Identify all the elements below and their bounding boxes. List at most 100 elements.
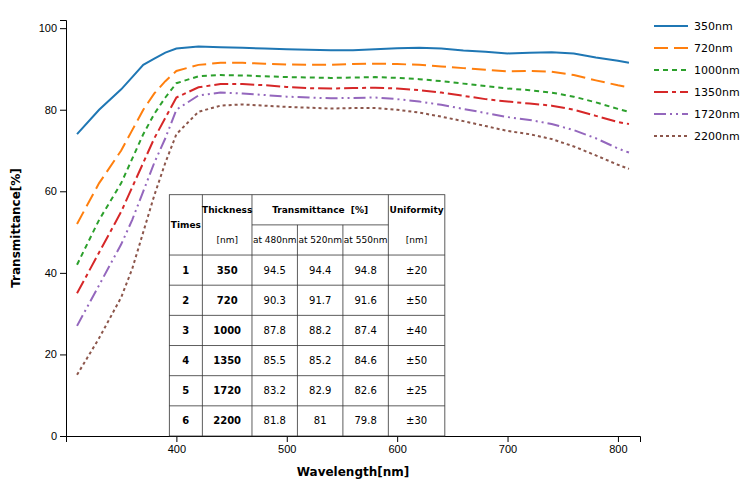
table-subheader: [nm] — [216, 235, 238, 245]
table-cell: ±40 — [406, 325, 427, 336]
table-border — [251, 195, 252, 436]
table-header: Transmittance [%] — [272, 205, 368, 215]
y-tick: 60 — [45, 185, 66, 197]
table-cell: 4 — [182, 355, 189, 366]
table-cell: 1720 — [213, 385, 241, 396]
table-cell: ±25 — [406, 385, 427, 396]
x-tick-mark — [618, 436, 619, 442]
table-cell: 87.4 — [354, 325, 376, 336]
y-tick-label: 60 — [45, 185, 57, 197]
y-tick-mark — [60, 191, 66, 192]
table-border — [202, 195, 203, 436]
series-line — [77, 47, 629, 135]
x-tick: 500 — [278, 436, 296, 455]
table-cell: 81.8 — [264, 415, 286, 426]
table-border — [169, 285, 445, 286]
table: TimesThicknessTransmittance [%]Uniformit… — [169, 195, 445, 436]
table-cell: 2200 — [213, 415, 241, 426]
x-tick-mark — [176, 436, 177, 442]
y-tick: 20 — [45, 348, 66, 360]
y-tick: 0 — [51, 430, 66, 442]
y-tick: 40 — [45, 267, 66, 279]
x-tick-label: 400 — [168, 443, 186, 455]
table-cell: 720 — [217, 295, 238, 306]
legend-swatch — [654, 25, 688, 27]
y-tick-mark — [60, 28, 66, 29]
table-cell: 90.3 — [264, 295, 286, 306]
legend-label: 2200nm — [694, 130, 740, 143]
table-border — [169, 345, 445, 346]
table-cell: 1 — [182, 265, 189, 276]
legend-swatch — [654, 69, 688, 71]
y-tick-label: 20 — [45, 348, 57, 360]
y-tick-label: 100 — [39, 22, 57, 34]
x-axis-line — [67, 437, 641, 443]
table-cell: 79.8 — [354, 415, 376, 426]
table-subheader: at 480nm — [253, 235, 297, 245]
table-cell: 94.8 — [354, 265, 376, 276]
table-cell: 85.5 — [264, 355, 286, 366]
y-tick-mark — [60, 436, 66, 437]
x-tick-label: 600 — [388, 443, 406, 455]
y-tick-mark — [60, 354, 66, 355]
table-cell: 94.5 — [264, 265, 286, 276]
table-cell: ±20 — [406, 265, 427, 276]
table-cell: 85.2 — [309, 355, 331, 366]
table-cell: 5 — [182, 385, 189, 396]
table-cell: ±50 — [406, 355, 427, 366]
table-border — [169, 405, 445, 406]
y-tick: 80 — [45, 104, 66, 116]
y-tick-mark — [60, 110, 66, 111]
table-cell: 94.4 — [309, 265, 331, 276]
table-border — [342, 225, 343, 436]
legend-item: 720nm — [654, 42, 733, 55]
x-tick: 400 — [168, 436, 186, 455]
legend-item: 1000nm — [654, 64, 740, 77]
y-axis: 0 20 40 60 80 100 — [39, 21, 67, 443]
table-border — [252, 224, 388, 225]
legend-item: 350nm — [654, 20, 733, 33]
x-axis-title: Wavelength[nm] — [297, 465, 410, 479]
table-border — [169, 375, 445, 376]
x-axis: 400500600700800 — [67, 436, 641, 455]
table-cell: 2 — [182, 295, 189, 306]
table-background — [169, 195, 445, 436]
table-border — [388, 195, 389, 436]
legend-label: 1720nm — [694, 108, 740, 121]
table-cell: 1000 — [213, 325, 241, 336]
x-tick: 800 — [609, 436, 627, 455]
legend-swatch — [654, 47, 688, 49]
table-border — [297, 225, 298, 436]
legend-item: 1350nm — [654, 86, 740, 99]
table-cell: 84.6 — [354, 355, 376, 366]
legend-label: 1350nm — [694, 86, 740, 99]
legend-label: 350nm — [694, 20, 733, 33]
table-subheader: at 520nm — [298, 235, 342, 245]
table-cell: 87.8 — [264, 325, 286, 336]
table-cell: 82.6 — [354, 385, 376, 396]
x-tick-label: 800 — [609, 443, 627, 455]
legend-swatch — [654, 113, 688, 115]
series-line — [77, 75, 629, 265]
plot: 400500600700800020406080100Wavelength[nm… — [9, 20, 740, 479]
x-tick-mark — [397, 436, 398, 442]
legend-label: 720nm — [694, 42, 733, 55]
table-cell: 82.9 — [309, 385, 331, 396]
y-tick-label: 40 — [45, 267, 57, 279]
table-header: Uniformity — [390, 205, 444, 215]
table-border — [169, 255, 445, 256]
legend-item: 1720nm — [654, 108, 740, 121]
legend: 350nm 720nm 1000nm 1350nm 1720nm 2200nm — [654, 20, 740, 143]
x-tick-mark — [287, 436, 288, 442]
table-cell: 3 — [182, 325, 189, 336]
legend-swatch — [654, 91, 688, 93]
table-cell: 6 — [182, 415, 189, 426]
x-tick-mark — [508, 436, 509, 442]
table-cell: 91.7 — [309, 295, 331, 306]
y-axis-line — [60, 21, 67, 437]
chart: 400500600700800020406080100Wavelength[nm… — [0, 0, 750, 488]
y-tick-label: 0 — [51, 430, 57, 442]
table-cell: ±50 — [406, 295, 427, 306]
x-tick-label: 500 — [278, 443, 296, 455]
table-border — [169, 315, 445, 316]
